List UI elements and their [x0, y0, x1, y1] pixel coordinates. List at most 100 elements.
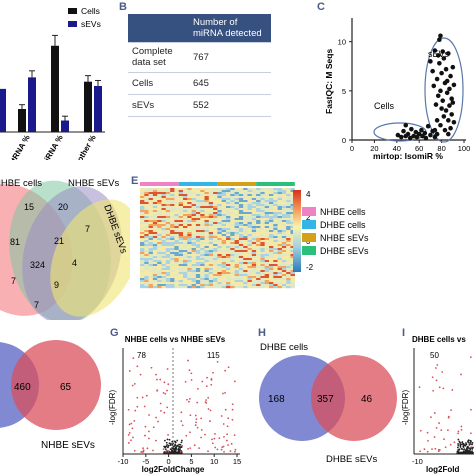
volcano-point: [189, 447, 192, 450]
table-cell-value: 645: [189, 72, 271, 95]
volcano-point: [200, 417, 203, 420]
table-row: sEVs 552: [128, 94, 271, 117]
volcano-point: [220, 448, 223, 451]
volcano-point: [155, 416, 157, 419]
volcano-i-down-count: 50: [430, 351, 439, 360]
volcano-point: [440, 429, 443, 431]
volcano-point: [233, 450, 236, 453]
heatmap-colorbar: [293, 190, 301, 272]
scatter-point-sevs: [440, 49, 446, 54]
volcano-point: [427, 439, 429, 442]
scatter-point-sevs: [428, 59, 433, 64]
x-tick-label: 40: [393, 144, 401, 153]
volcano-g-x-tick: 0: [167, 457, 171, 466]
volcano-point: [234, 448, 237, 451]
volcano-point: [190, 379, 193, 381]
scatter-point-sevs: [435, 53, 441, 58]
volcano-point: [469, 432, 472, 435]
volcano-point: [210, 378, 213, 380]
volcano-i-x-tick: -10: [412, 457, 423, 466]
volcano-g-y-label: -log(FDR): [108, 390, 117, 425]
venn-h-label-dhbe-sevs: DHBE sEVs: [326, 454, 377, 465]
volcano-point: [227, 417, 230, 420]
volcano-point: [189, 414, 192, 417]
colorbar-tick: 2: [306, 213, 311, 222]
scatter-point-cells: [428, 132, 433, 138]
volcano-point: [136, 396, 139, 399]
scatter-point-sevs: [434, 76, 440, 82]
scatter-point-cells: [434, 131, 440, 137]
volcano-point: [196, 401, 199, 404]
volcano-point: [167, 434, 169, 436]
volcano-point: [181, 424, 184, 427]
volcano-point: [430, 416, 432, 419]
volcano-point: [142, 447, 144, 450]
venn-d-number: 7: [11, 276, 16, 286]
volcano-point: [434, 447, 437, 450]
panel-d-venn: NHBE cells NHBE sEVs DHBE sEVs 15 20 81 …: [0, 178, 130, 320]
volcano-point: [188, 398, 191, 400]
scatter-point-sevs: [447, 86, 452, 92]
volcano-point: [190, 372, 193, 375]
panel-letter-e: E: [131, 175, 139, 187]
volcano-point: [233, 434, 236, 437]
scatter-point-sevs: [437, 61, 442, 66]
scatter-point-sevs: [446, 131, 451, 137]
volcano-point: [226, 425, 229, 428]
panel-c-scatter: FastQC: M Seqs 0 20 40 60 80 100 0 5 10 Cells sE…: [324, 18, 470, 160]
volcano-point: [230, 442, 233, 445]
table-cell-label: Complete data set: [128, 42, 189, 73]
scatter-point-sevs: [430, 68, 435, 74]
bar-sevs-partial: [0, 88, 6, 132]
panel-a-bar-chart: tRNA % miRNA % other % Cells sEVs: [0, 6, 105, 161]
volcano-point: [470, 408, 472, 411]
volcano-point: [128, 370, 131, 372]
venn-d-label-nhbe-cells: NHBE cells: [0, 178, 42, 189]
volcano-point: [200, 429, 203, 431]
volcano-point: [437, 448, 440, 451]
volcano-point: [132, 436, 134, 439]
venn-d-number: 7: [85, 224, 90, 234]
volcano-point: [207, 450, 209, 453]
bar-category-label: other %: [75, 134, 97, 161]
scatter-point-sevs: [450, 100, 456, 105]
volcano-point: [143, 405, 146, 408]
volcano-point: [231, 408, 234, 411]
volcano-point: [128, 423, 131, 426]
volcano-point: [229, 450, 232, 453]
volcano-point: [233, 380, 236, 383]
volcano-point: [200, 436, 203, 439]
bar-category-label: tRNA %: [9, 134, 31, 161]
volcano-point: [419, 450, 422, 453]
annotation-cells: Cells: [374, 101, 395, 111]
x-tick-label: 60: [415, 144, 423, 153]
volcano-point: [209, 409, 212, 412]
volcano-point: [188, 369, 191, 372]
bar-sevs-1: [61, 120, 69, 132]
heatmap-legend-nhbe-cells: NHBE cells: [320, 207, 366, 217]
volcano-i-x-label: log2Fold: [426, 465, 459, 474]
venn-d-number: 20: [58, 202, 68, 212]
volcano-point: [133, 449, 136, 452]
volcano-point: [144, 425, 147, 428]
colorbar-tick: -2: [306, 263, 314, 272]
volcano-point: [227, 366, 230, 369]
volcano-point: [189, 431, 191, 434]
volcano-point: [419, 429, 422, 432]
volcano-point: [166, 389, 168, 392]
panel-letter-h: H: [258, 327, 266, 339]
volcano-point: [449, 443, 452, 446]
scatter-point-sevs: [444, 90, 450, 96]
y-axis-label: FastQC: M Seqs: [324, 49, 334, 114]
mirna-count-table: Number of miRNA detected Complete data s…: [128, 14, 271, 117]
volcano-point: [212, 371, 214, 374]
volcano-point: [141, 396, 144, 399]
scatter-point-sevs: [441, 56, 447, 61]
venn-h-number: 357: [317, 394, 334, 405]
scatter-point-sevs: [449, 96, 454, 101]
table-header-blank: [128, 14, 189, 43]
scatter-point-sevs: [449, 112, 454, 117]
volcano-point: [431, 448, 433, 451]
bar-cells-2: [84, 81, 92, 132]
volcano-point: [186, 398, 188, 401]
